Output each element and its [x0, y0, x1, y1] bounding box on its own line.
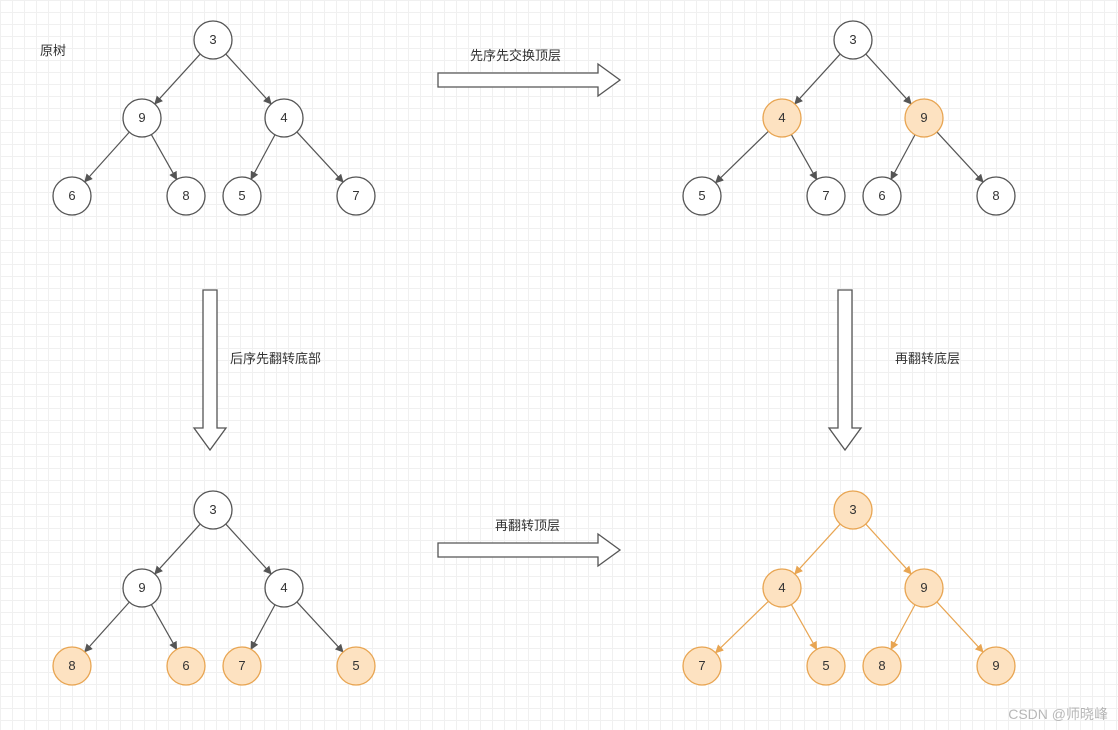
tree-node-label: 7 [698, 658, 705, 673]
label-flip-top: 再翻转顶层 [495, 515, 560, 534]
tree-node-label: 9 [138, 580, 145, 595]
tree-node-label: 8 [992, 188, 999, 203]
tree-edge [866, 524, 911, 574]
tree-node-label: 9 [920, 110, 927, 125]
tree-edge [297, 132, 343, 182]
tree-edge [226, 54, 271, 104]
tree-edge [155, 54, 200, 104]
tree-node-label: 8 [878, 658, 885, 673]
label-postorder-flip-bottom: 后序先翻转底部 [230, 348, 321, 367]
flow-arrow [829, 290, 861, 450]
tree-node-label: 5 [822, 658, 829, 673]
tree-node-label: 4 [778, 580, 785, 595]
label-original: 原树 [40, 40, 66, 59]
tree-node-label: 8 [68, 658, 75, 673]
tree-edge [151, 605, 176, 650]
watermark: CSDN @师晓峰 [1008, 704, 1108, 724]
tree-edge [155, 524, 200, 574]
tree-node-label: 7 [822, 188, 829, 203]
tree-edge [891, 135, 915, 180]
tree-edge [937, 602, 983, 652]
tree-bottomRight: 3 4 9 7 5 8 9 [683, 491, 1015, 685]
tree-edge [251, 135, 275, 180]
tree-edge [866, 54, 911, 104]
tree-node-label: 6 [182, 658, 189, 673]
tree-node-label: 7 [238, 658, 245, 673]
tree-edge [891, 605, 915, 650]
tree-edge [716, 601, 769, 652]
tree-node-label: 3 [209, 32, 216, 47]
tree-node-label: 6 [878, 188, 885, 203]
tree-edge [85, 132, 130, 182]
tree-node-label: 4 [778, 110, 785, 125]
tree-edge [251, 605, 275, 650]
tree-node-label: 3 [849, 502, 856, 517]
tree-node-label: 3 [849, 32, 856, 47]
tree-node-label: 3 [209, 502, 216, 517]
tree-node-label: 4 [280, 580, 287, 595]
tree-edge [226, 524, 271, 574]
flow-arrow [438, 64, 620, 96]
tree-edge [151, 135, 176, 180]
tree-edge [795, 54, 840, 104]
tree-edge [791, 135, 816, 180]
tree-edge [716, 131, 769, 182]
tree-node-label: 4 [280, 110, 287, 125]
tree-node-label: 9 [992, 658, 999, 673]
tree-edge [795, 524, 840, 574]
tree-node-label: 8 [182, 188, 189, 203]
tree-node-label: 5 [238, 188, 245, 203]
flow-arrow [194, 290, 226, 450]
tree-node-label: 5 [698, 188, 705, 203]
tree-node-label: 9 [920, 580, 927, 595]
tree-node-label: 6 [68, 188, 75, 203]
label-preorder-swap-top: 先序先交换顶层 [470, 45, 561, 64]
tree-edge [85, 602, 130, 652]
tree-topRight: 3 4 9 5 7 6 8 [683, 21, 1015, 215]
tree-node-label: 5 [352, 658, 359, 673]
tree-bottomLeft: 3 9 4 8 6 7 5 [53, 491, 375, 685]
tree-node-label: 9 [138, 110, 145, 125]
tree-edge [791, 605, 816, 650]
tree-edge [937, 132, 983, 182]
flow-arrow [438, 534, 620, 566]
tree-edge [297, 602, 343, 652]
tree-node-label: 7 [352, 188, 359, 203]
tree-topLeft: 3 9 4 6 8 5 7 [53, 21, 375, 215]
label-flip-bottom: 再翻转底层 [895, 348, 960, 367]
